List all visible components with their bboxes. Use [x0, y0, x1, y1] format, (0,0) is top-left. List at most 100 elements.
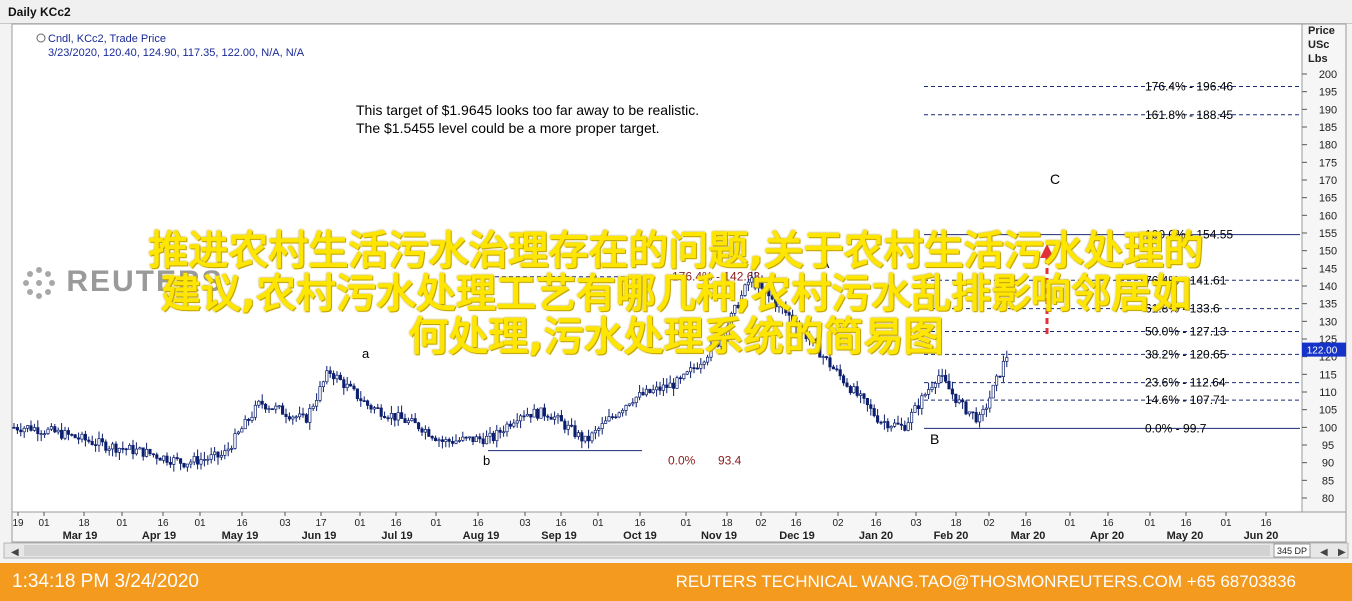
candle-body [437, 439, 441, 442]
candle-body [648, 388, 652, 393]
candle-body [366, 400, 370, 406]
candle-body [882, 421, 886, 423]
candle-body [590, 432, 594, 442]
price-tick-label: 130 [1319, 316, 1337, 328]
fib-label-0: 176.4% - 196.46 [1145, 80, 1233, 94]
candle-body [199, 459, 203, 465]
candle-body [141, 447, 145, 457]
time-month-label: Aug 19 [463, 530, 500, 542]
candle-body [383, 416, 387, 419]
candle-body [247, 418, 251, 421]
candle-body [886, 421, 890, 429]
candle-body [763, 288, 767, 292]
candle-body [172, 457, 176, 465]
candle-body [794, 320, 798, 328]
candle-body [814, 338, 818, 344]
candle-body [219, 454, 223, 458]
candle-body [223, 450, 227, 456]
candle-body [757, 282, 761, 289]
time-tick-label: 16 [555, 518, 567, 529]
time-tick-label: 01 [116, 518, 128, 529]
fib-label-9: 0.0% - 99.7 [1145, 421, 1207, 435]
chart-canvas[interactable]: PriceUScLbs80859095100105110115120125130… [0, 0, 1352, 563]
candle-body [712, 342, 716, 346]
candle-body [236, 431, 240, 434]
candle-body [369, 405, 373, 410]
candle-body [162, 455, 166, 461]
candle-body [413, 418, 417, 424]
candle-body [991, 384, 995, 399]
candle-body [702, 361, 706, 365]
candle-body [491, 432, 495, 442]
candle-body [961, 399, 965, 403]
candle-body [556, 415, 560, 418]
candle-body [434, 437, 438, 442]
time-tick-label: 01 [1220, 518, 1232, 529]
candle-body [593, 429, 597, 434]
legend-ohlc: 3/23/2020, 120.40, 124.90, 117.35, 122.0… [48, 47, 305, 59]
candle-body [352, 385, 356, 390]
time-tick-label: 16 [870, 518, 882, 529]
time-month-label: Apr 20 [1090, 530, 1124, 542]
candle-body [478, 436, 482, 440]
candle-body [145, 448, 149, 457]
fib-label-4: 61.8% - 133.6 [1145, 302, 1220, 316]
time-month-label: Mar 19 [63, 530, 98, 542]
time-tick-label: 16 [1102, 518, 1114, 529]
candle-body [950, 388, 954, 395]
candle-body [498, 429, 502, 433]
candle-body [60, 429, 64, 439]
candle-body [903, 424, 907, 431]
candle-body [614, 416, 618, 419]
time-tick-label: 16 [790, 518, 802, 529]
candle-body [291, 416, 295, 420]
candle-body [301, 413, 305, 416]
plot-area [11, 23, 1303, 513]
candle-body [66, 430, 70, 435]
candle-body [264, 403, 268, 410]
candle-body [804, 329, 808, 340]
candle-body [859, 393, 863, 396]
price-tick-label: 95 [1322, 440, 1334, 452]
candle-body [787, 312, 791, 316]
wave-label-A: A [820, 255, 830, 271]
time-tick-label: 16 [390, 518, 402, 529]
candle-body [743, 284, 747, 296]
candle-body [345, 383, 349, 389]
time-month-label: May 20 [1167, 530, 1204, 542]
candle-body [512, 422, 516, 427]
time-tick-label: 01 [592, 518, 604, 529]
fib-label-5: 50.0% - 127.13 [1145, 324, 1227, 338]
candle-body [240, 428, 244, 433]
candle-body [624, 405, 628, 411]
time-tick-label: 16 [1260, 518, 1272, 529]
candle-body [1005, 357, 1009, 362]
candle-body [420, 428, 424, 433]
time-month-label: Jun 19 [302, 530, 337, 542]
candle-body [818, 342, 822, 358]
time-tick-label: 16 [1180, 518, 1192, 529]
candle-body [780, 303, 784, 308]
wave-label-B: B [930, 431, 939, 447]
candle-body [559, 415, 563, 422]
candle-body [131, 444, 135, 455]
candle-body [889, 425, 893, 429]
candle-body [90, 441, 94, 445]
candle-body [675, 377, 679, 389]
candle-body [29, 425, 33, 431]
zoom-box [1273, 543, 1311, 558]
candle-body [665, 384, 669, 388]
candle-body [862, 393, 866, 399]
price-tick-label: 185 [1319, 122, 1337, 134]
candle-body [685, 371, 689, 375]
candle-body [944, 375, 948, 382]
candle-body [440, 439, 444, 442]
candle-body [505, 423, 509, 433]
candle-body [376, 407, 380, 409]
price-tick-label: 145 [1319, 263, 1337, 275]
candle-body [502, 431, 506, 434]
candle-body [233, 433, 237, 449]
candle-body [216, 451, 220, 458]
candle-body [981, 409, 985, 416]
annotation-line-2: The $1.5455 level could be a more proper… [356, 120, 660, 136]
